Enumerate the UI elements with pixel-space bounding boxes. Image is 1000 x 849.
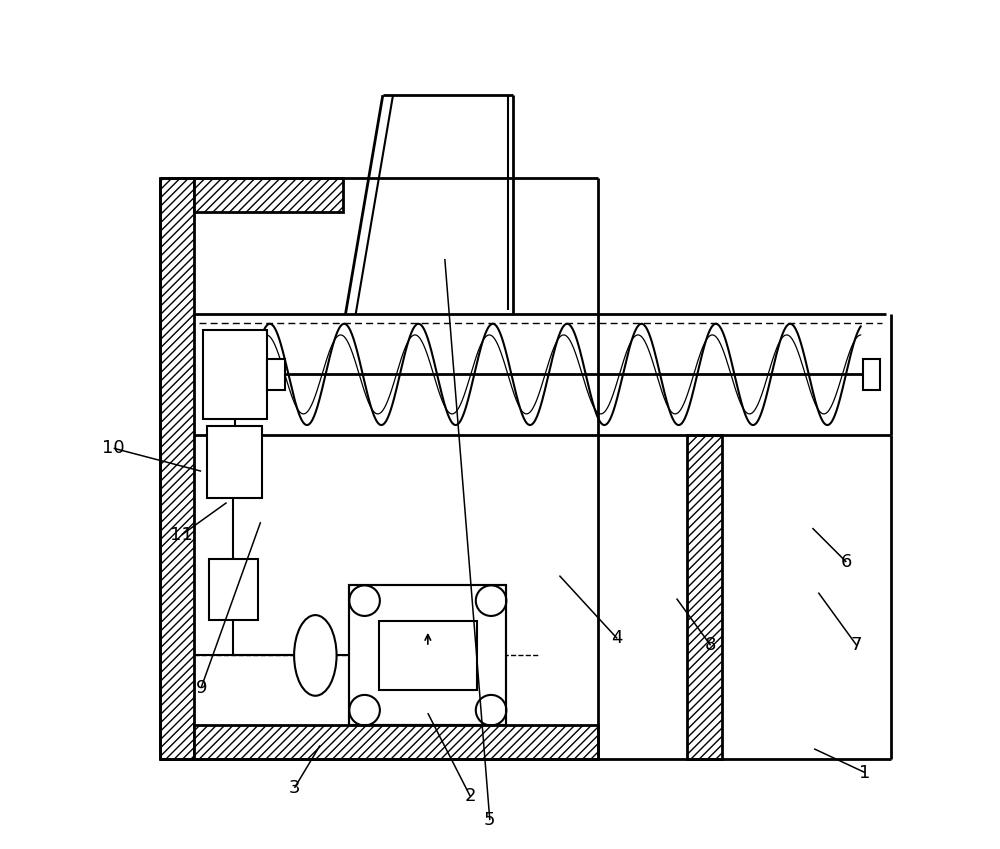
Text: 9: 9 [195, 678, 207, 697]
Bar [267, 359, 285, 390]
Text: 5: 5 [484, 811, 496, 829]
Bar [687, 435, 722, 759]
Bar [349, 586, 506, 725]
Ellipse shape [349, 694, 380, 725]
Text: 3: 3 [289, 779, 300, 797]
Bar [349, 586, 506, 725]
Bar [379, 621, 477, 689]
Ellipse shape [476, 694, 506, 725]
Text: 4: 4 [611, 629, 623, 648]
Text: 2: 2 [465, 787, 476, 806]
Bar [209, 559, 258, 620]
Bar [194, 178, 343, 212]
Text: 11: 11 [170, 526, 193, 544]
Bar [863, 359, 880, 390]
Text: 7: 7 [851, 636, 862, 655]
Text: 6: 6 [841, 553, 852, 571]
Text: 1: 1 [859, 763, 871, 782]
Bar [207, 426, 262, 498]
Ellipse shape [349, 586, 380, 616]
Text: 8: 8 [705, 636, 716, 655]
Ellipse shape [476, 586, 506, 616]
Ellipse shape [294, 615, 337, 696]
Bar [160, 178, 194, 759]
Bar [194, 725, 598, 759]
Bar [203, 330, 267, 419]
Text: 10: 10 [102, 439, 125, 458]
